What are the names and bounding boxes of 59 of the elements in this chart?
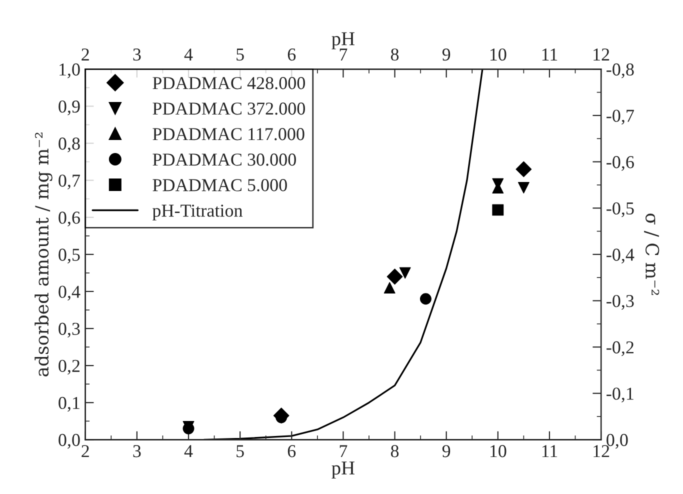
x-tick-label: 12 [594, 445, 610, 458]
x2-tick-label: 2 [82, 48, 89, 60]
x2-tick-label: 9 [442, 48, 450, 61]
y2-tick-label: -0,2 [606, 341, 634, 356]
y2-tick-label: -0,3 [606, 294, 634, 310]
x2-tick-label: 8 [390, 48, 399, 61]
x2-tick-label: 6 [288, 48, 296, 61]
x2-tick-label: 12 [594, 48, 610, 60]
legend-label: PDADMAC 30.000 [152, 154, 296, 166]
y-tick-label: 0,0 [58, 434, 80, 449]
x2-tick-label: 10 [490, 48, 506, 61]
legend-label: PDADMAC 5.000 [152, 179, 287, 192]
x-tick-label: 3 [133, 445, 141, 458]
y2-tick-label: -0,7 [606, 110, 634, 125]
x-tick-label: 2 [82, 445, 89, 458]
x-tick-label: 8 [390, 445, 399, 458]
y-tick-label: 0,3 [58, 322, 80, 338]
point [386, 268, 403, 285]
y-axis-title: adsorbed amount / mg m⁻² [34, 132, 52, 376]
x2-tick-label: 5 [236, 48, 244, 61]
x-tick-label: 6 [288, 445, 296, 458]
x-tick-label: 10 [490, 445, 506, 458]
legend-label: PDADMAC 428.000 [152, 77, 305, 90]
y-tick-label: 0,7 [58, 174, 80, 190]
legend-label: PDADMAC 372.000 [152, 102, 305, 115]
point [399, 267, 411, 279]
x-tick-label: 11 [542, 445, 558, 458]
point [384, 282, 396, 294]
x2-tick-label: 4 [184, 48, 193, 60]
y-tick-label: 0,5 [58, 248, 80, 264]
x-tick-label: 7 [340, 445, 348, 458]
point [518, 182, 530, 194]
y2-tick-label: -0,5 [606, 202, 634, 218]
y-tick-label: 0,2 [58, 360, 80, 375]
y-tick-label: 0,6 [58, 212, 80, 226]
x2-tick-label: 7 [340, 48, 348, 60]
y2-tick-label: 0,0 [606, 434, 628, 449]
x-axis-title: pH [332, 462, 355, 479]
x-tick-label: 5 [236, 445, 244, 458]
y-tick-label: 0,8 [58, 138, 80, 152]
point [516, 161, 532, 178]
point [492, 204, 504, 216]
y2-tick-label: -0,1 [606, 388, 634, 402]
x2-tick-label: 3 [133, 48, 141, 61]
y2-tick-label: -0,6 [606, 156, 634, 171]
x-tick-label: 9 [442, 445, 450, 458]
y2-tick-label: -0,8 [606, 63, 634, 78]
x-tick-label: 4 [184, 445, 193, 458]
legend-label: pH-Titration [152, 204, 243, 220]
x2-tick-label: 11 [542, 48, 558, 60]
y-tick-label: 1,0 [60, 63, 80, 78]
y2-axis-title: σ / C m⁻² [644, 214, 660, 295]
x2-axis-title: pH [332, 32, 355, 50]
y-tick-label: 0,1 [58, 396, 80, 412]
legend-label: PDADMAC 117.000 [152, 128, 304, 140]
point [420, 293, 432, 305]
y-tick-label: 0,4 [58, 286, 80, 300]
y2-tick-label: -0,4 [606, 248, 634, 264]
y-tick-label: 0,9 [58, 100, 80, 116]
